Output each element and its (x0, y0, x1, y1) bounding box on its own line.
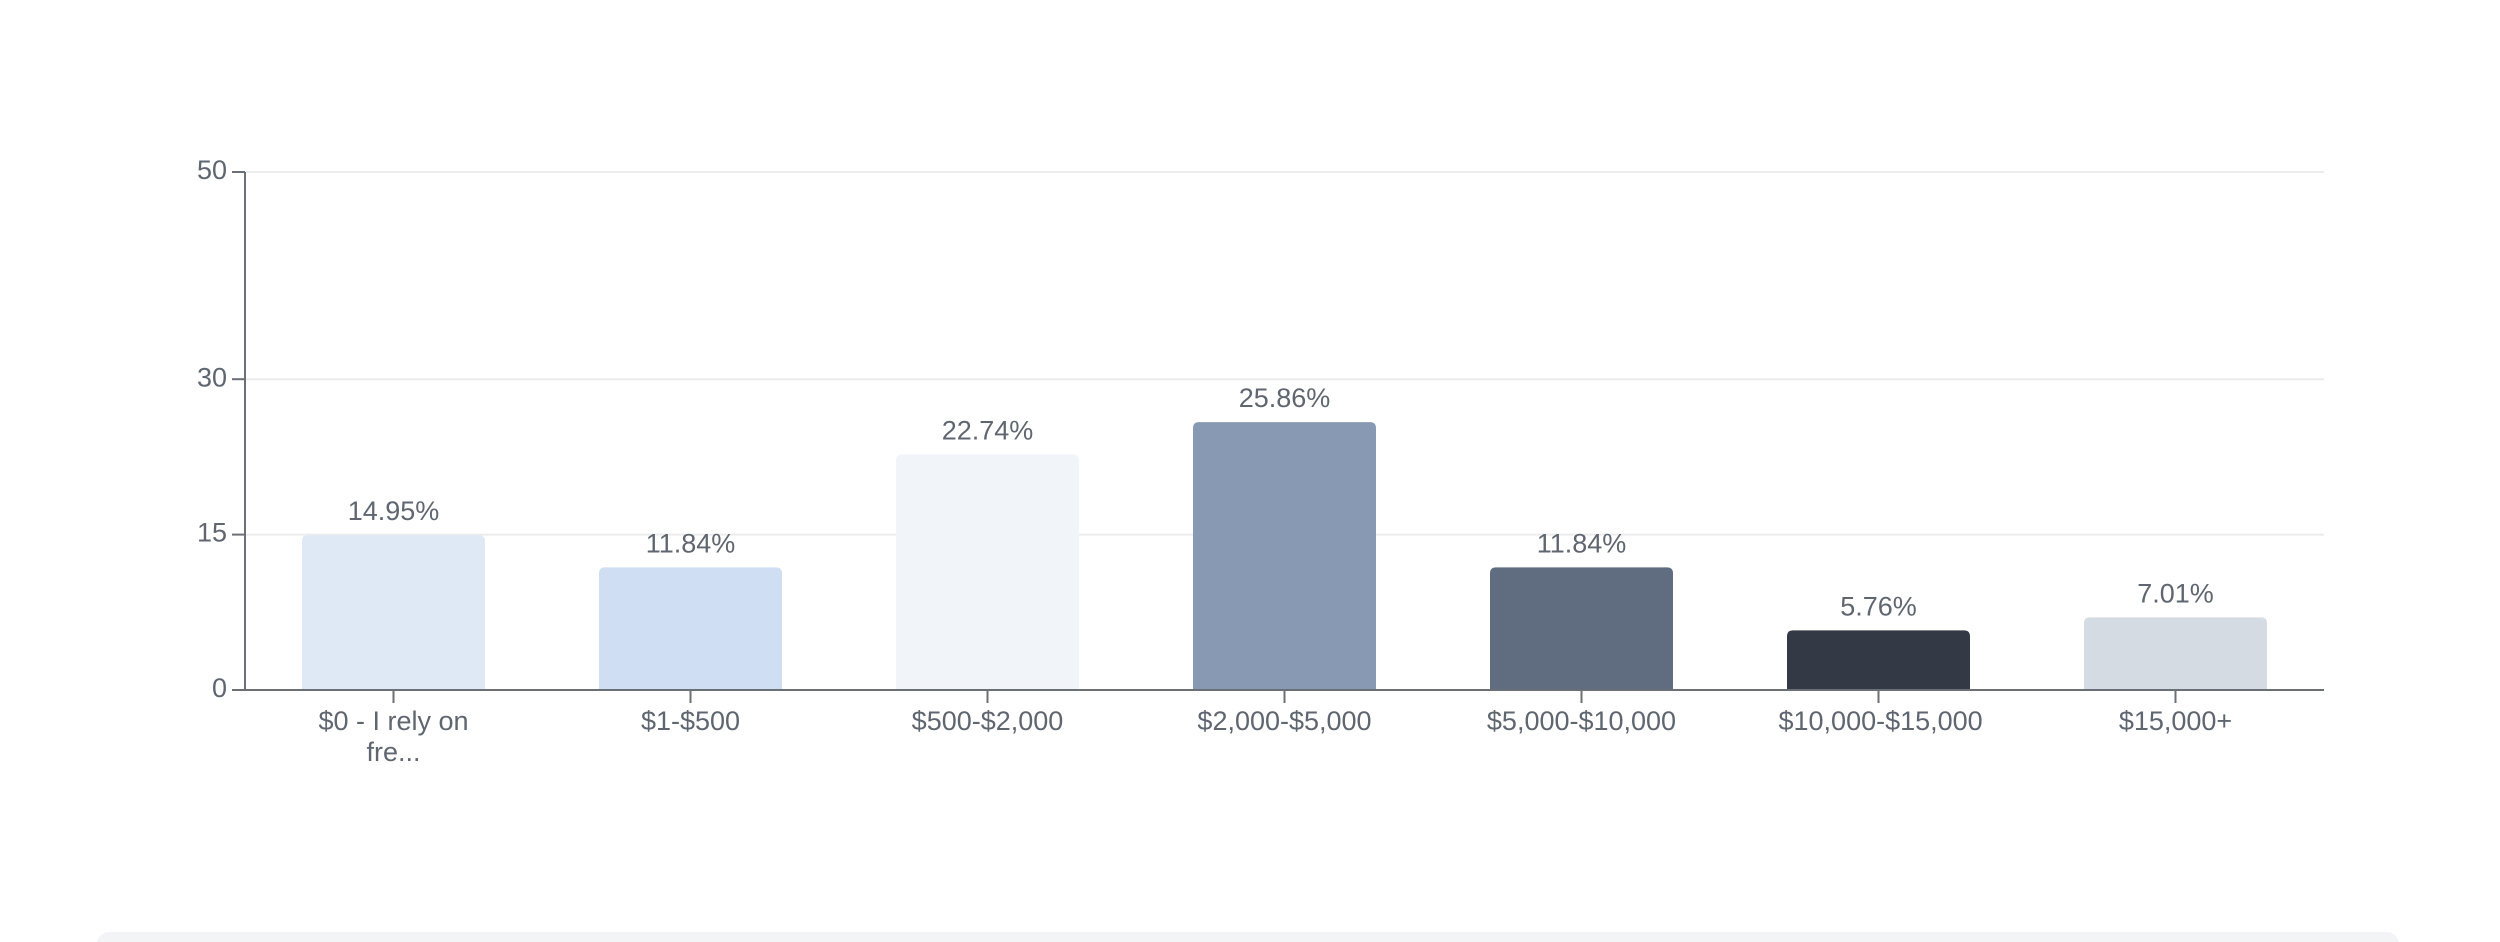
y-tick-label: 0 (212, 673, 227, 703)
bar (896, 454, 1079, 690)
bar (302, 535, 485, 690)
value-label: 5.76% (1840, 591, 1917, 621)
value-label: 11.84% (1537, 528, 1627, 558)
y-tick-label: 50 (197, 155, 227, 185)
y-tick-label: 15 (197, 518, 227, 548)
value-label: 14.95% (348, 496, 440, 526)
bar (2084, 617, 2267, 690)
value-label: 25.86% (1239, 383, 1331, 413)
x-tick-label: $1-$500 (640, 706, 741, 736)
value-label: 22.74% (942, 416, 1034, 446)
x-tick-label: $500-$2,000 (911, 706, 1064, 736)
y-tick-label: 30 (197, 362, 227, 392)
x-tick-label: $5,000-$10,000 (1486, 706, 1677, 736)
bar (1787, 630, 1970, 690)
value-label: 11.84% (646, 528, 736, 558)
x-tick-label: $10,000-$15,000 (1778, 706, 1983, 736)
bar (1193, 422, 1376, 690)
x-tick-label: $2,000-$5,000 (1197, 706, 1372, 736)
bar (1490, 567, 1673, 690)
value-label: 7.01% (2137, 579, 2214, 609)
x-tick-label: $15,000+ (2118, 706, 2233, 736)
bar (599, 567, 782, 690)
footer-panel (96, 932, 2400, 942)
x-tick-label: $0 - I rely on fre... (318, 706, 469, 767)
